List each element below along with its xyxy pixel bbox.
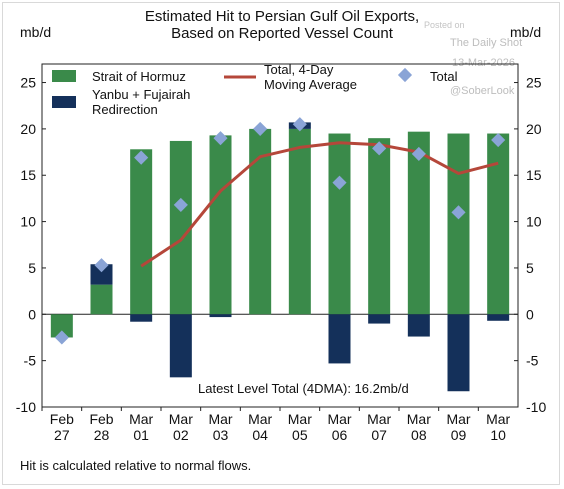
watermark-handle: @SoberLook xyxy=(450,85,515,97)
bars-group xyxy=(50,122,510,392)
y-tick-label-right: 15 xyxy=(526,167,542,183)
watermark-date: 13-Mar-2026 xyxy=(452,57,515,69)
legend-label-total: Total xyxy=(430,69,458,84)
y-ticks-group: 25 25 20 20 15 15 10 10 5 5 0 0 -5 -5 -10 -10 xyxy=(16,75,547,415)
legend-label-moving-average-1: Total, 4-Day xyxy=(264,62,334,77)
total-marker xyxy=(332,175,347,190)
x-tick-day: 02 xyxy=(173,427,189,443)
bar-hormuz xyxy=(368,138,391,315)
x-tick-month: Mar xyxy=(446,411,470,427)
x-tick-day: 04 xyxy=(252,427,268,443)
bar-hormuz xyxy=(487,133,510,315)
bar-redirection-negative xyxy=(407,314,430,337)
x-tick-day: 05 xyxy=(292,427,308,443)
watermark-source: The Daily Shot xyxy=(450,37,522,49)
x-tick-month: Mar xyxy=(327,411,351,427)
x-tick-day: 03 xyxy=(213,427,229,443)
legend-label-hormuz: Strait of Hormuz xyxy=(92,69,186,84)
bar-redirection-negative xyxy=(328,314,351,364)
x-tick-month: Mar xyxy=(486,411,510,427)
moving-average-line xyxy=(140,141,499,268)
bar-redirection-negative xyxy=(447,314,470,392)
y-tick-label-right: -10 xyxy=(526,399,546,415)
total-marker xyxy=(491,132,506,148)
legend-label-redirection-2: Redirection xyxy=(92,102,158,117)
y-tick-label-right: 5 xyxy=(526,260,534,276)
bar-redirection-negative xyxy=(487,314,510,321)
bar-redirection-negative xyxy=(209,314,232,318)
x-tick-month: Feb xyxy=(50,411,74,427)
y-tick-label-left: 25 xyxy=(20,75,36,91)
total-marker xyxy=(54,330,69,345)
legend-label-redirection-1: Yanbu + Fujairah xyxy=(92,87,190,102)
y-tick-label-right: 10 xyxy=(526,214,542,230)
bar-hormuz xyxy=(249,128,272,315)
bar-hormuz xyxy=(328,133,351,315)
total-marker xyxy=(173,197,188,212)
total-marker xyxy=(213,131,228,146)
total-marker xyxy=(94,258,109,273)
x-tick-month: Mar xyxy=(288,411,312,427)
y-tick-label-left: -10 xyxy=(16,399,36,415)
x-tick-day: 28 xyxy=(94,427,110,443)
y-tick-label-left: 0 xyxy=(28,306,36,322)
legend-swatch-total xyxy=(397,67,413,83)
watermark-posted: Posted on xyxy=(424,20,465,30)
bar-hormuz xyxy=(288,128,311,315)
x-tick-month: Mar xyxy=(407,411,431,427)
y-tick-label-left: 10 xyxy=(20,214,36,230)
bar-hormuz xyxy=(407,131,430,315)
chart-title-line-1: Estimated Hit to Persian Gulf Oil Export… xyxy=(145,8,419,25)
y-tick-label-left: 20 xyxy=(20,121,36,137)
total-marker xyxy=(292,117,307,132)
x-tick-month: Mar xyxy=(208,411,232,427)
annotation-latest-level: Latest Level Total (4DMA): 16.2mb/d xyxy=(198,381,409,396)
legend-label-moving-average-2: Moving Average xyxy=(264,77,357,92)
x-tick-day: 01 xyxy=(133,427,149,443)
y-tick-label-right: 0 xyxy=(526,306,534,322)
total-markers-group xyxy=(54,117,506,345)
y-tick-label-right: -5 xyxy=(526,353,539,369)
x-ticks-group: Feb27Feb28Mar01Mar02Mar03Mar04Mar05Mar06… xyxy=(41,407,511,443)
y-axis-unit-right: mb/d xyxy=(510,24,541,40)
total-marker xyxy=(451,205,466,220)
bar-hormuz xyxy=(447,133,470,315)
x-tick-day: 09 xyxy=(451,427,467,443)
bar-redirection-negative xyxy=(169,314,192,378)
x-tick-day: 06 xyxy=(332,427,348,443)
y-tick-label-right: 25 xyxy=(526,75,542,91)
x-tick-month: Mar xyxy=(367,411,391,427)
x-tick-month: Mar xyxy=(248,411,272,427)
x-tick-day: 08 xyxy=(411,427,427,443)
legend-swatch-redirection xyxy=(52,96,76,108)
bar-hormuz xyxy=(169,140,192,315)
y-tick-label-left: 15 xyxy=(20,167,36,183)
bar-redirection-negative xyxy=(368,314,391,324)
total-marker xyxy=(372,141,387,156)
x-tick-month: Mar xyxy=(129,411,153,427)
bar-redirection-negative xyxy=(130,314,153,322)
y-tick-label-right: 20 xyxy=(526,121,542,137)
bar-redirection-positive xyxy=(90,264,113,285)
total-marker xyxy=(411,146,426,161)
chart-title-line-2: Based on Reported Vessel Count xyxy=(171,25,394,42)
x-tick-day: 07 xyxy=(371,427,387,443)
footnote: Hit is calculated relative to normal flo… xyxy=(20,458,251,473)
x-tick-month: Mar xyxy=(169,411,193,427)
bar-hormuz xyxy=(130,149,153,315)
total-marker xyxy=(134,150,149,165)
bar-hormuz xyxy=(209,135,232,315)
x-tick-month: Feb xyxy=(89,411,113,427)
y-axis-unit-left: mb/d xyxy=(20,24,51,40)
moving-average-group xyxy=(140,141,499,268)
x-tick-day: 10 xyxy=(490,427,506,443)
y-tick-label-left: -5 xyxy=(24,353,37,369)
bar-hormuz xyxy=(50,314,73,338)
bar-hormuz xyxy=(90,284,113,315)
x-tick-day: 27 xyxy=(54,427,70,443)
legend-swatch-hormuz xyxy=(52,70,76,82)
y-tick-label-left: 5 xyxy=(28,260,36,276)
